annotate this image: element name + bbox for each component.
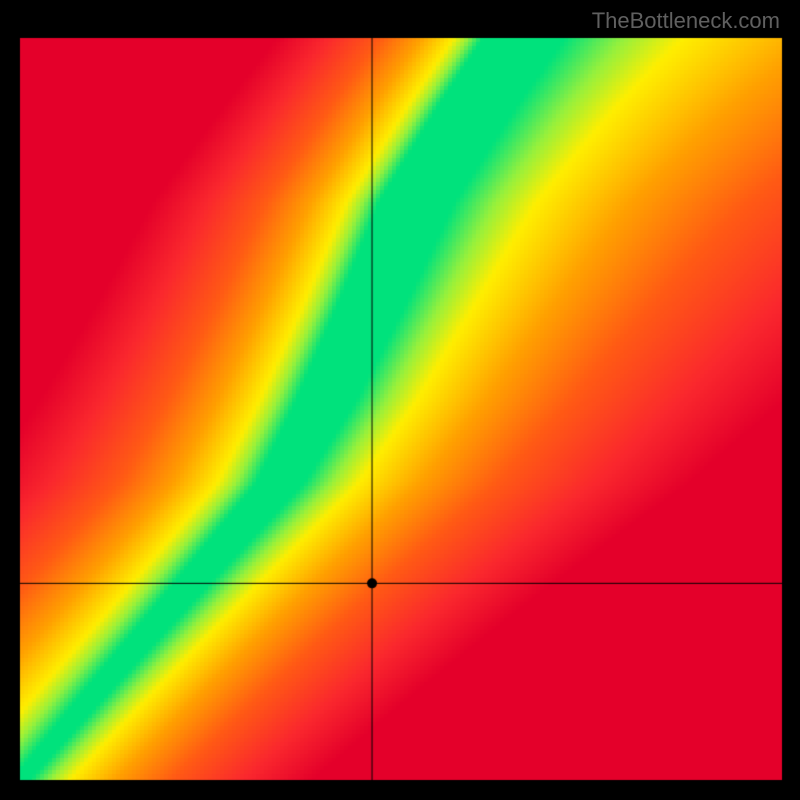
watermark-text: TheBottleneck.com <box>592 8 780 34</box>
heatmap-canvas <box>0 0 800 800</box>
chart-container: TheBottleneck.com <box>0 0 800 800</box>
